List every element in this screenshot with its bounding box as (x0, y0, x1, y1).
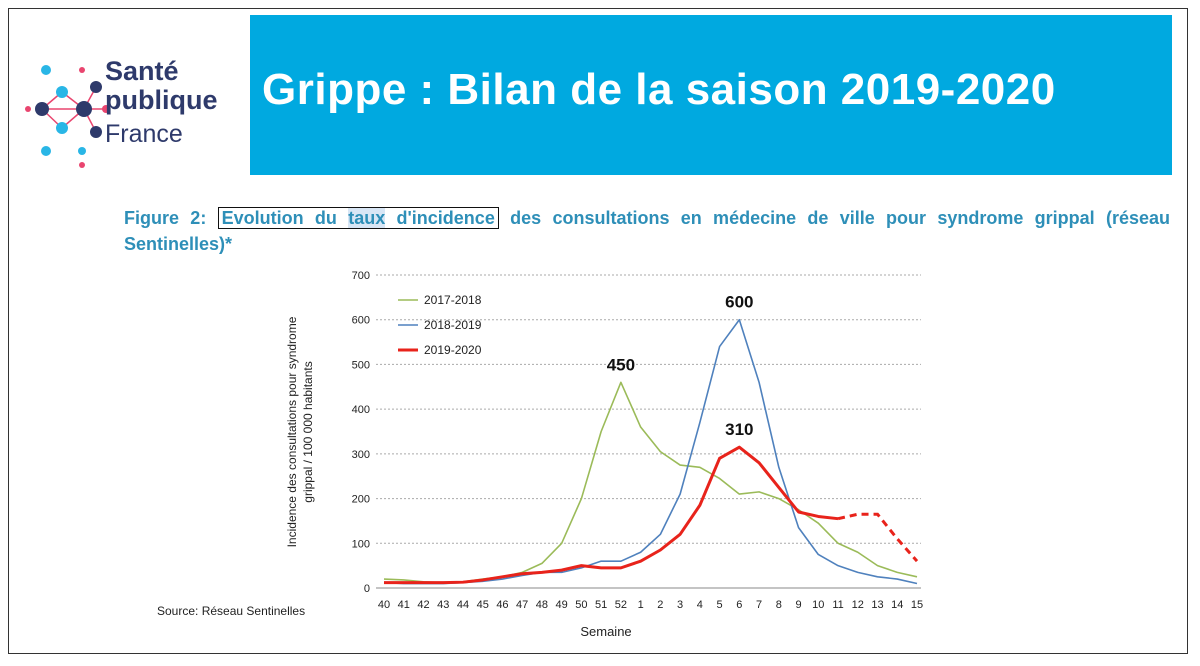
x-tick-label: 9 (795, 599, 801, 611)
sante-publique-france-logo (25, 65, 110, 168)
x-tick-label: 4 (697, 599, 703, 611)
y-axis-label-line2: grippal / 100 000 habitants (301, 361, 315, 502)
x-tick-label: 48 (536, 599, 548, 611)
x-tick-label: 7 (756, 599, 762, 611)
annotation-label: 450 (607, 355, 635, 374)
logo-mark (25, 65, 110, 168)
y-tick-label: 200 (352, 494, 370, 506)
logo-line-sante: Santé (105, 56, 179, 86)
y-tick-label: 600 (352, 315, 370, 327)
series-line-2017-2018 (383, 381, 918, 584)
y-tick-label: 700 (352, 270, 370, 282)
figure-caption: Figure 2: Evolution du taux d'incidence … (124, 205, 1170, 257)
slide-frame (8, 8, 1188, 654)
x-axis-label: Semaine (580, 624, 631, 639)
caption-boxed-b: d'incidence (385, 208, 495, 228)
x-tick-label: 2 (657, 599, 663, 611)
chart-series (383, 318, 919, 585)
legend-label: 2018-2019 (424, 318, 482, 332)
x-tick-label: 1 (638, 599, 644, 611)
x-tick-label: 52 (615, 599, 627, 611)
x-tick-label: 50 (575, 599, 587, 611)
x-tick-label: 43 (437, 599, 449, 611)
y-axis-label-line1: Incidence des consultations pour syndrom… (285, 316, 299, 547)
y-axis-ticks: 0 100 200 300 400 500 600 700 (352, 270, 370, 595)
x-tick-label: 46 (496, 599, 508, 611)
x-tick-label: 49 (556, 599, 568, 611)
x-tick-label: 47 (516, 599, 528, 611)
caption-prefix: Figure 2: (124, 208, 218, 228)
page-title: Grippe : Bilan de la saison 2019-2020 (262, 65, 1056, 114)
x-tick-label: 6 (736, 599, 742, 611)
source-note: Source: Réseau Sentinelles (157, 604, 306, 618)
annotation-label: 600 (725, 293, 753, 312)
x-tick-label: 45 (477, 599, 489, 611)
x-tick-label: 8 (776, 599, 782, 611)
caption-rest: des consultations en médecine de ville p… (124, 208, 1170, 254)
caption-highlight-word: taux (348, 208, 386, 228)
legend-label: 2019-2020 (424, 343, 482, 357)
y-tick-label: 300 (352, 449, 370, 461)
x-tick-label: 15 (911, 599, 923, 611)
y-tick-label: 0 (364, 583, 370, 595)
x-tick-label: 10 (812, 599, 824, 611)
logo-line-publique: publique (105, 85, 218, 115)
x-tick-label: 13 (871, 599, 883, 611)
logo-text: Santé publique France (105, 58, 217, 147)
x-tick-label: 14 (891, 599, 903, 611)
y-tick-label: 400 (352, 404, 370, 416)
x-tick-label: 41 (398, 599, 410, 611)
chart-annotations: 450 600 310 (607, 293, 754, 439)
logo-line-france: France (105, 120, 183, 148)
y-tick-label: 500 (352, 359, 370, 371)
legend-label: 2017-2018 (424, 293, 482, 307)
x-tick-label: 51 (595, 599, 607, 611)
x-tick-label: 3 (677, 599, 683, 611)
title-banner: Grippe : Bilan de la saison 2019-2020 (250, 15, 1172, 175)
series-line-2019-2020 (384, 445, 839, 585)
caption-boxed-a: Evolution du (221, 208, 349, 228)
chart-legend: 2017-2018 2018-2019 2019-2020 (398, 293, 482, 357)
series-line-2018-2019 (383, 318, 918, 585)
x-tick-label: 12 (852, 599, 864, 611)
y-tick-label: 100 (352, 538, 370, 550)
x-tick-label: 40 (378, 599, 390, 611)
series-line-dashed-2019-2020 (837, 512, 919, 563)
caption-boxed-phrase: Evolution du taux d'incidence (217, 207, 499, 229)
x-tick-label: 5 (717, 599, 723, 611)
x-axis-ticks: 40 41 42 43 44 45 46 47 48 49 50 51 52 1 2 3 4 5 6 7 8 9 10 11 1… (378, 599, 923, 611)
chart-grid (376, 274, 921, 589)
x-tick-label: 11 (832, 599, 843, 611)
annotation-label: 310 (725, 420, 753, 439)
x-tick-label: 42 (417, 599, 429, 611)
x-tick-label: 44 (457, 599, 469, 611)
